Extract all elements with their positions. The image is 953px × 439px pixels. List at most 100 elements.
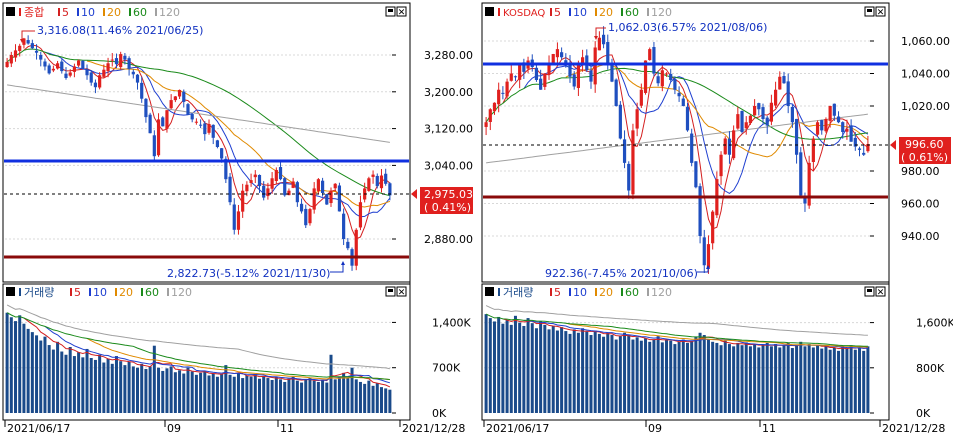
left-candle [207, 119, 211, 135]
right-candle [664, 72, 669, 77]
right-volume-bar [484, 314, 488, 413]
right-date-label: 11 [762, 422, 776, 435]
left-volume-bar [232, 376, 236, 413]
left-volume-bar [388, 389, 392, 413]
right-current-price: 996.60 [905, 138, 944, 151]
right-candle [799, 147, 803, 198]
left-volume-bar [165, 368, 169, 413]
left-candle [249, 173, 253, 187]
left-candle [114, 53, 119, 69]
left-candle [186, 102, 190, 115]
svg-text:✕: ✕ [398, 288, 406, 298]
right-candle [568, 55, 572, 83]
right-volume-bar [769, 346, 773, 413]
left-date-label: 2021/12/28 [402, 422, 465, 435]
left-volume-menu-icon[interactable] [6, 287, 15, 296]
left-volume-bar [127, 361, 131, 413]
right-volume-bar [841, 346, 845, 413]
left-volume-bars [5, 312, 392, 413]
right-price-tick: 960.00 [901, 198, 940, 211]
right-candle [681, 95, 685, 107]
right-candle [866, 135, 870, 153]
right-candle [576, 60, 581, 96]
left-volume-close-icon[interactable] [396, 286, 407, 297]
left-candle [60, 59, 64, 74]
right-low-annotation: 922.36(-7.45% 2021/10/06) [545, 265, 710, 280]
left-high-annotation: 3,316.08(11.46% 2021/06/25) [20, 24, 203, 43]
right-volume-bar [568, 333, 572, 413]
right-candle [815, 120, 820, 137]
right-candle [845, 119, 849, 140]
left-volume-bar [308, 378, 312, 413]
right-price-tick: 1,040.00 [901, 68, 950, 81]
right-ma60-line [485, 67, 868, 140]
right-volume-bar [610, 335, 614, 413]
right-high-annotation: 1,062.03(6.57% 2021/08/06) [594, 21, 767, 40]
right-volume-bar [862, 350, 866, 413]
right-volume-menu-icon[interactable] [485, 287, 494, 296]
right-volume-bar [513, 315, 517, 413]
left-volume-bar [329, 354, 333, 413]
right-date-label: 2021/06/17 [486, 422, 549, 435]
right-volume-bar [702, 335, 706, 413]
right-volume-ma120-line [485, 305, 868, 336]
left-volume-bar [354, 379, 358, 413]
right-volume-bar [492, 321, 496, 413]
left-volume-bar [60, 351, 64, 413]
right-volume-ma-legend: 5 10 20 60 120 [550, 286, 672, 299]
left-candle [47, 63, 51, 75]
left-candle [190, 113, 194, 123]
right-candle [631, 123, 635, 200]
right-high-label: 1,062.03(6.57% 2021/08/06) [608, 21, 767, 34]
right-volume-bar [656, 336, 660, 413]
left-candle [85, 64, 89, 80]
left-volume-bar [81, 357, 85, 413]
right-candle [660, 64, 664, 92]
left-candle [18, 43, 22, 57]
right-candle [648, 47, 652, 61]
right-candle [547, 55, 551, 80]
right-volume-bar [564, 331, 568, 413]
right-date-label: 2021/12/28 [882, 422, 945, 435]
left-vol-legend-ma20: 20 [119, 286, 133, 299]
right-volume-bar [572, 329, 576, 413]
right-volume-bar [723, 340, 727, 413]
left-date-label: 2021/06/17 [7, 422, 70, 435]
left-candle [26, 35, 30, 45]
left-candle [106, 57, 110, 78]
left-candle [156, 113, 161, 157]
left-volume-bar [39, 340, 43, 413]
left-candle [22, 37, 26, 49]
right-volume-bar [803, 346, 807, 413]
left-volume-bar [18, 315, 22, 413]
right-volume-bar [698, 332, 702, 413]
right-volume-bar [761, 345, 765, 413]
left-date-axis: 2021/06/17 09 11 2021/12/28 [4, 420, 465, 435]
right-volume-bar [669, 340, 673, 413]
right-volume-bar [585, 331, 589, 413]
left-candle [140, 76, 144, 103]
left-date-label: 11 [280, 422, 294, 435]
left-volume-bar [253, 374, 257, 413]
left-candle [123, 53, 127, 65]
right-volume-bar [849, 345, 853, 413]
left-panel: 종합 5 10 20 60 120 ✕ 3,316.08(11.46% 2021/06/… [2, 2, 473, 435]
left-close-icon[interactable] [396, 6, 407, 17]
left-panel-menu-icon[interactable] [6, 7, 15, 16]
left-candle [9, 51, 13, 68]
left-volume-name: 거래량 [24, 286, 54, 299]
left-candle [98, 72, 102, 90]
left-volume-bar [316, 381, 320, 413]
right-close-icon[interactable] [875, 6, 886, 17]
left-candle [354, 228, 358, 271]
right-candle [778, 71, 782, 90]
left-price-legend-ma120: 120 [159, 6, 180, 19]
right-volume-bar [497, 316, 501, 413]
right-volume-bar [555, 330, 559, 413]
left-candle [379, 169, 384, 193]
left-candle [77, 59, 81, 68]
right-volume-close-icon[interactable] [875, 286, 886, 297]
left-candle [119, 51, 123, 70]
left-candle [283, 176, 287, 197]
right-panel-menu-icon[interactable] [485, 7, 494, 16]
